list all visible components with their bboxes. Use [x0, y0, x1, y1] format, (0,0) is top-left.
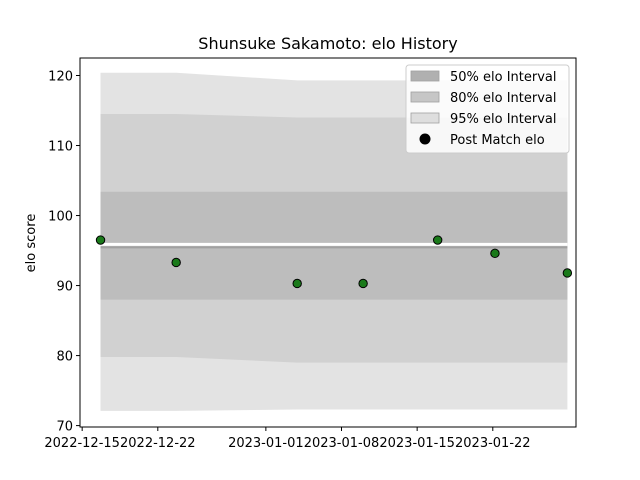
legend-box [405, 64, 570, 154]
y-tick-label: 120 [48, 70, 73, 85]
legend-item-80-swatch [410, 91, 440, 103]
data-point [562, 268, 573, 278]
x-tick-label: 2022-12-22 [120, 436, 196, 451]
chart-title: Shunsuke Sakamoto: elo History [198, 34, 457, 53]
plot-area: 70 80 90 100 110 120 2022-12-15 2022-12-22 2023-… [44, 57, 577, 451]
legend-item-80-label: 80% elo Interval [450, 91, 557, 106]
y-tick-label: 100 [48, 210, 73, 225]
data-point [358, 278, 368, 289]
y-tick-label: 110 [48, 140, 73, 155]
x-tick-label: 2023-01-08 [304, 436, 380, 451]
x-tick-label: 2023-01-22 [455, 436, 531, 451]
legend-item-50-label: 50% elo Interval [450, 70, 557, 85]
y-tick-label: 70 [56, 420, 73, 435]
data-point [171, 257, 181, 268]
y-tick-label: 80 [56, 350, 73, 365]
y-tick-label: 90 [56, 280, 73, 295]
legend-item-post-match-label: Post Match elo [450, 133, 545, 148]
legend-item-95-label: 95% elo Interval [450, 112, 557, 127]
data-point [490, 248, 500, 259]
data-point [95, 235, 106, 245]
legend: 50% elo Interval 80% elo Interval 95% elo … [405, 64, 570, 154]
data-point [432, 235, 443, 245]
x-tick-label: 2023-01-15 [379, 436, 455, 451]
x-tick-label: 2022-12-15 [44, 436, 120, 451]
plot-frame [79, 57, 577, 428]
legend-item-post-match-marker [419, 133, 431, 145]
legend-item-95-swatch [410, 112, 440, 124]
data-point [292, 278, 302, 289]
legend-item-50-swatch [410, 70, 440, 82]
y-axis-label: elo score [24, 214, 39, 273]
x-tick-label: 2023-01-01 [228, 436, 304, 451]
